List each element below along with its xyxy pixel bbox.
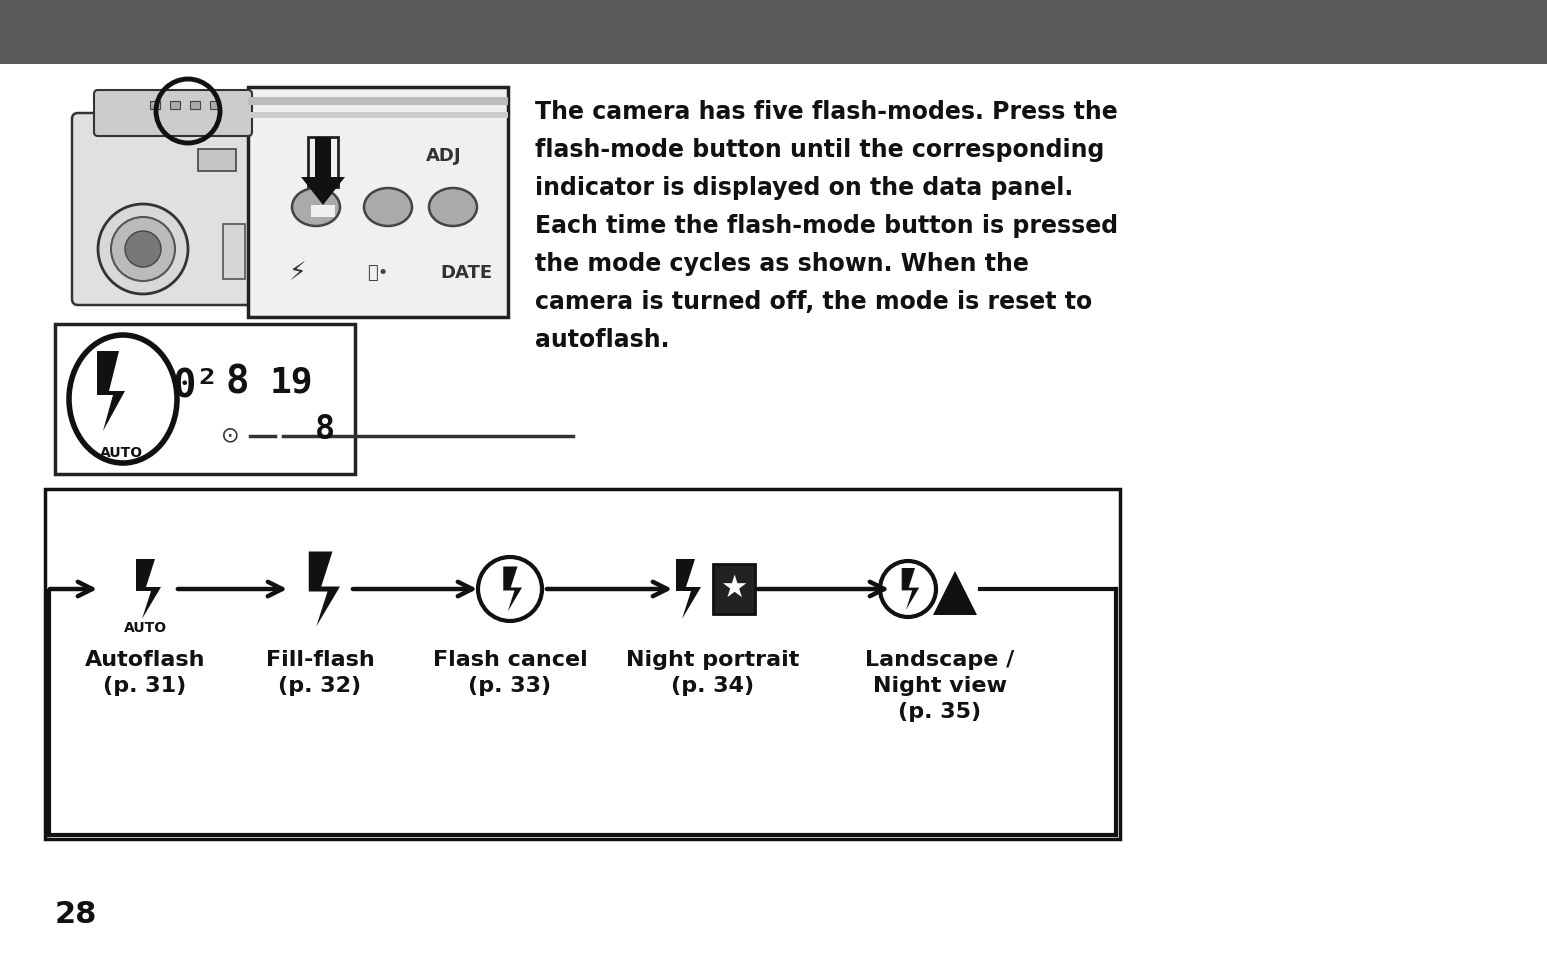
FancyBboxPatch shape: [94, 91, 252, 137]
Bar: [198, 150, 237, 172]
Circle shape: [111, 218, 175, 282]
Bar: [311, 206, 336, 218]
Bar: [56, 325, 354, 475]
Circle shape: [125, 232, 161, 268]
Text: flash-mode button until the corresponding: flash-mode button until the correspondin…: [535, 138, 1105, 162]
Text: 19: 19: [271, 366, 314, 399]
Bar: [248, 112, 507, 119]
Ellipse shape: [292, 189, 340, 227]
Text: ★: ★: [721, 573, 747, 602]
Text: Each time the flash-mode button is pressed: Each time the flash-mode button is press…: [535, 213, 1118, 237]
Text: (p. 31): (p. 31): [104, 676, 187, 696]
Text: 28: 28: [56, 899, 97, 928]
Polygon shape: [902, 568, 919, 610]
Bar: [150, 102, 159, 110]
Text: ⌛•: ⌛•: [367, 264, 388, 282]
Text: DATE: DATE: [439, 264, 492, 282]
Text: indicator is displayed on the data panel.: indicator is displayed on the data panel…: [535, 175, 1074, 200]
Polygon shape: [136, 559, 161, 619]
Text: camera is turned off, the mode is reset to: camera is turned off, the mode is reset …: [535, 290, 1092, 314]
Bar: [0, 0, 1547, 65]
Bar: [316, 138, 331, 178]
Ellipse shape: [364, 189, 412, 227]
Text: autoflash.: autoflash.: [535, 328, 670, 352]
Text: Landscape /: Landscape /: [865, 649, 1015, 669]
Text: 8: 8: [224, 364, 249, 401]
Text: ⊙: ⊙: [221, 424, 240, 444]
Bar: [190, 102, 200, 110]
Text: AUTO: AUTO: [124, 620, 167, 635]
Bar: [210, 102, 220, 110]
Text: Night portrait: Night portrait: [627, 649, 800, 669]
Text: (p. 32): (p. 32): [278, 676, 362, 696]
Bar: [223, 225, 244, 280]
Text: ⚡: ⚡: [289, 261, 306, 285]
Text: The camera has five flash-modes. Press the: The camera has five flash-modes. Press t…: [535, 100, 1118, 124]
Bar: [170, 102, 179, 110]
Polygon shape: [503, 567, 521, 612]
Text: the mode cycles as shown. When the: the mode cycles as shown. When the: [535, 252, 1029, 275]
Text: ADJ: ADJ: [425, 147, 461, 165]
Ellipse shape: [429, 189, 476, 227]
FancyBboxPatch shape: [73, 113, 274, 306]
Text: 8: 8: [316, 413, 336, 446]
Polygon shape: [309, 552, 340, 627]
Bar: [248, 88, 507, 317]
Text: AUTO: AUTO: [99, 446, 142, 459]
Text: (p. 34): (p. 34): [671, 676, 755, 696]
Bar: [713, 564, 755, 615]
Polygon shape: [97, 352, 125, 432]
Text: Autoflash: Autoflash: [85, 649, 206, 669]
Bar: [45, 490, 1120, 840]
Polygon shape: [933, 572, 978, 616]
Bar: [308, 138, 337, 188]
Text: Night view: Night view: [873, 676, 1007, 696]
Polygon shape: [302, 178, 345, 206]
Polygon shape: [676, 559, 701, 619]
Text: Fill-flash: Fill-flash: [266, 649, 374, 669]
Text: 0²: 0²: [173, 368, 220, 406]
Text: Flash cancel: Flash cancel: [433, 649, 588, 669]
Circle shape: [97, 205, 189, 294]
Text: (p. 33): (p. 33): [469, 676, 552, 696]
Bar: [248, 98, 507, 106]
Text: (p. 35): (p. 35): [899, 701, 981, 721]
